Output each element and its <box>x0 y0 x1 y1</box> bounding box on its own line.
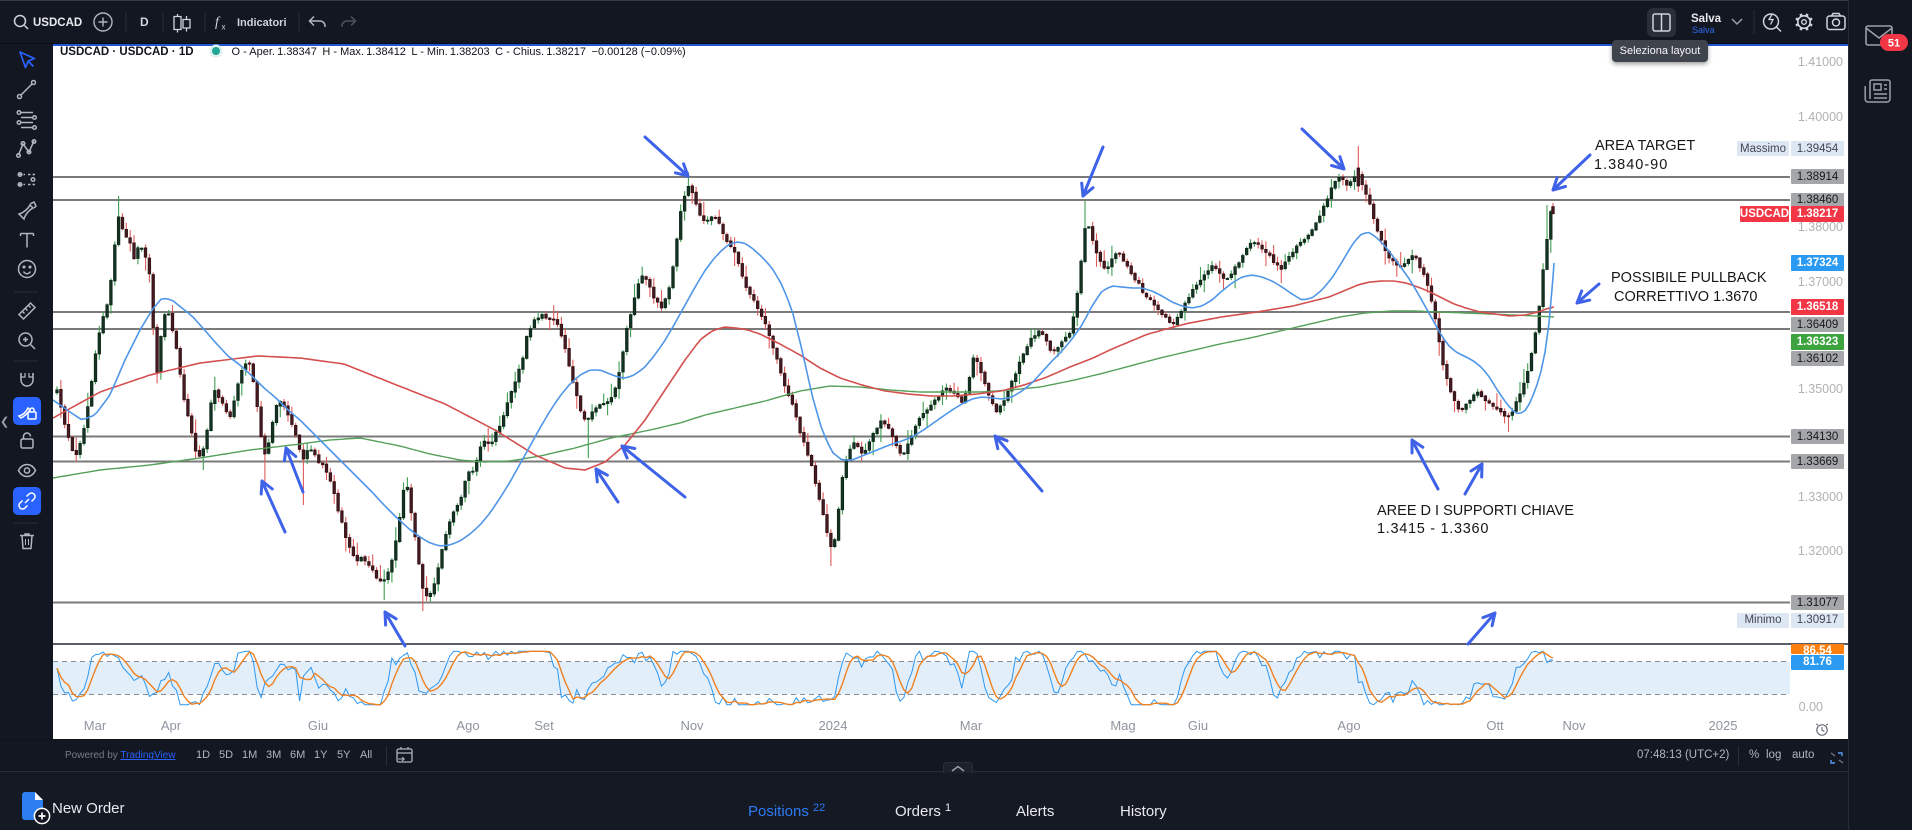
svg-text:x: x <box>222 23 226 32</box>
svg-text:1.32000: 1.32000 <box>1798 544 1843 558</box>
svg-text:D: D <box>140 15 149 29</box>
svg-text:f: f <box>215 15 221 30</box>
svg-text:51: 51 <box>1888 38 1900 50</box>
svg-text:Nov: Nov <box>680 718 704 733</box>
svg-text:Set: Set <box>534 718 554 733</box>
svg-text:1.40000: 1.40000 <box>1798 110 1843 124</box>
svg-text:Giu: Giu <box>1188 718 1208 733</box>
svg-text:Nov: Nov <box>1562 718 1586 733</box>
svg-text:1.37000: 1.37000 <box>1798 275 1843 289</box>
svg-text:Indicatori: Indicatori <box>237 17 287 29</box>
svg-text:Ago: Ago <box>456 718 479 733</box>
svg-text:Mar: Mar <box>84 718 107 733</box>
svg-text:Mar: Mar <box>960 718 983 733</box>
svg-text:Giu: Giu <box>308 718 328 733</box>
svg-text:Mag: Mag <box>1110 718 1135 733</box>
svg-text:CORRETTIVO 1.3670: CORRETTIVO 1.3670 <box>1614 289 1757 305</box>
svg-text:2025: 2025 <box>1709 718 1738 733</box>
svg-text:0.00: 0.00 <box>1799 700 1823 714</box>
svg-text:Apr: Apr <box>161 718 182 733</box>
svg-text:1.41000: 1.41000 <box>1798 55 1843 69</box>
svg-text:1.35000: 1.35000 <box>1798 382 1843 396</box>
svg-text:1.3840-90: 1.3840-90 <box>1594 157 1668 173</box>
svg-text:1.38000: 1.38000 <box>1798 220 1843 234</box>
svg-text:Ago: Ago <box>1337 718 1360 733</box>
svg-text:AREE D I SUPPORTI CHIAVE: AREE D I SUPPORTI CHIAVE <box>1377 503 1574 519</box>
svg-text:Ott: Ott <box>1486 718 1504 733</box>
svg-text:Salva: Salva <box>1691 13 1722 25</box>
svg-text:POSSIBILE PULLBACK: POSSIBILE PULLBACK <box>1611 270 1767 286</box>
svg-text:2024: 2024 <box>819 718 848 733</box>
svg-text:1.33000: 1.33000 <box>1798 490 1843 504</box>
svg-text:1.3415 - 1.3360: 1.3415 - 1.3360 <box>1377 521 1489 537</box>
svg-text:AREA TARGET: AREA TARGET <box>1595 138 1695 154</box>
svg-text:USDCAD: USDCAD <box>33 17 82 29</box>
svg-text:Salva: Salva <box>1692 25 1715 35</box>
